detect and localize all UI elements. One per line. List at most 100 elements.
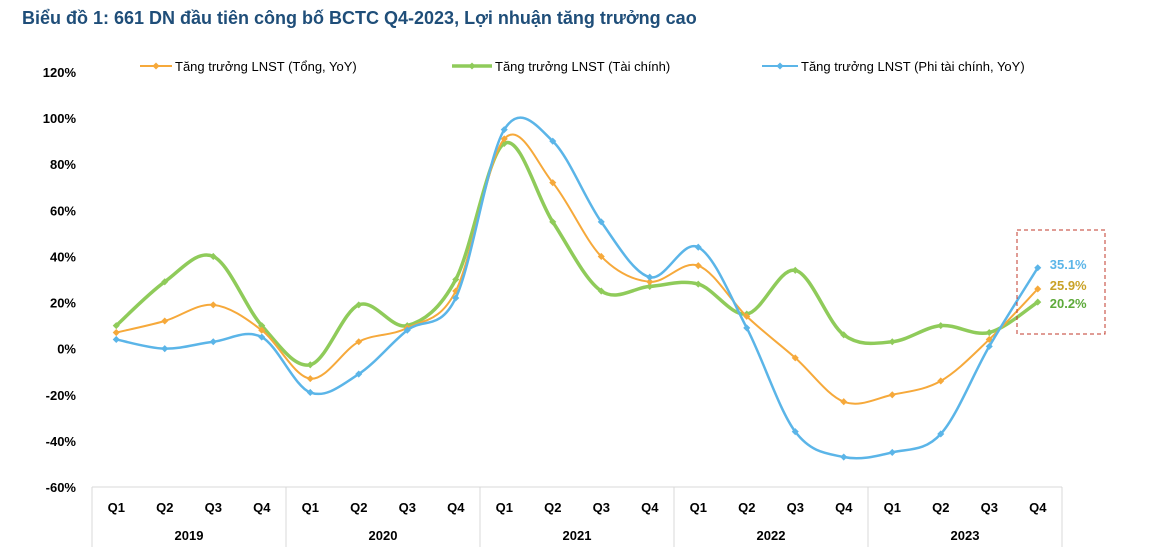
quarter-tick-label: Q4 (447, 500, 465, 515)
highlight-box (1016, 229, 1106, 335)
data-point-nonfinancial (258, 333, 266, 341)
data-point-financial (209, 252, 217, 260)
data-point-nonfinancial (791, 428, 799, 436)
y-tick-label: 60% (50, 203, 76, 218)
quarter-tick-label: Q1 (496, 500, 513, 515)
data-point-financial (161, 278, 169, 286)
year-tick-label: 2020 (369, 528, 398, 543)
legend-marker (468, 62, 476, 70)
series-line-total (116, 133, 1039, 405)
quarter-tick-label: Q3 (787, 500, 804, 515)
data-point-total (161, 317, 169, 325)
end-value-label-total: 25.9% (1050, 278, 1087, 293)
quarter-tick-label: Q4 (253, 500, 271, 515)
quarter-tick-label: Q1 (884, 500, 901, 515)
data-point-nonfinancial (985, 342, 993, 350)
data-point-total (743, 312, 751, 320)
series-line-financial (115, 140, 1039, 367)
data-point-nonfinancial (694, 243, 702, 251)
data-point-total (646, 278, 654, 286)
quarter-tick-label: Q4 (835, 500, 853, 515)
y-tick-label: 100% (43, 111, 77, 126)
data-point-financial (112, 322, 120, 330)
data-point-nonfinancial (743, 324, 751, 332)
series-layer (112, 116, 1042, 461)
legend-label: Tăng trưởng LNST (Phi tài chính, YoY) (801, 59, 1025, 74)
quarter-tick-label: Q3 (593, 500, 610, 515)
y-tick-label: 20% (50, 296, 76, 311)
data-point-nonfinancial (840, 453, 848, 461)
data-point-financial (694, 280, 702, 288)
legend-marker (152, 62, 160, 70)
data-point-total (888, 391, 896, 399)
year-tick-label: 2019 (175, 528, 204, 543)
data-point-financial (549, 218, 557, 226)
quarter-tick-label: Q2 (738, 500, 755, 515)
data-point-total (549, 179, 557, 187)
legend-marker (776, 62, 784, 70)
data-point-financial (888, 338, 896, 346)
quarter-tick-label: Q1 (690, 500, 707, 515)
quarter-tick-label: Q1 (108, 500, 125, 515)
data-point-nonfinancial (403, 326, 411, 334)
quarter-tick-label: Q3 (981, 500, 998, 515)
data-point-total (258, 326, 266, 334)
data-point-nonfinancial (549, 137, 557, 145)
series-line-nonfinancial (116, 116, 1039, 460)
y-tick-label: 40% (50, 249, 76, 264)
data-point-total (500, 135, 508, 143)
legend: Tăng trưởng LNST (Tổng, YoY) Tăng trưởng … (140, 59, 1025, 74)
data-point-nonfinancial (888, 448, 896, 456)
data-point-nonfinancial (161, 345, 169, 353)
data-point-financial (646, 282, 654, 290)
data-point-financial (258, 322, 266, 330)
end-value-label-financial: 20.2% (1050, 296, 1087, 311)
quarter-tick-label: Q2 (544, 500, 561, 515)
data-point-financial (597, 287, 605, 295)
y-tick-label: -20% (46, 388, 77, 403)
data-point-nonfinancial (937, 430, 945, 438)
data-point-financial (840, 331, 848, 339)
quarter-tick-label: Q2 (350, 500, 367, 515)
data-point-financial (791, 266, 799, 274)
y-tick-label: 120% (43, 65, 77, 80)
data-point-nonfinancial (306, 388, 314, 397)
y-tick-label: -60% (46, 480, 77, 495)
data-point-total (209, 301, 217, 309)
legend-label: Tăng trưởng LNST (Tổng, YoY) (175, 59, 357, 74)
data-point-total (355, 338, 363, 346)
axis-layer: -60% -40% -20% 0% 20% 40% 60% 80% 100% 120% Q1 Q2 Q3… (43, 65, 1063, 547)
data-point-total (112, 328, 120, 337)
data-point-nonfinancial (355, 370, 363, 378)
quarter-tick-label: Q1 (302, 500, 319, 515)
data-point-financial (355, 301, 363, 309)
data-point-nonfinancial (112, 335, 120, 343)
quarter-tick-label: Q3 (399, 500, 416, 515)
data-point-nonfinancial (209, 338, 217, 346)
data-point-total (597, 252, 605, 260)
quarter-tick-label: Q2 (156, 500, 173, 515)
y-tick-label: 80% (50, 157, 76, 172)
data-point-total (306, 375, 314, 383)
data-point-financial (452, 275, 460, 284)
quarter-tick-label: Q3 (205, 500, 222, 515)
quarter-tick-label: Q2 (932, 500, 949, 515)
year-tick-label: 2023 (951, 528, 980, 543)
y-tick-label: -40% (46, 434, 77, 449)
data-point-financial (306, 361, 314, 369)
data-point-total (694, 262, 702, 270)
data-point-total (840, 398, 848, 406)
data-point-financial (985, 328, 993, 337)
data-point-financial (937, 322, 945, 330)
annotation-layer: 35.1% 25.9% 20.2% (1016, 229, 1106, 335)
year-tick-label: 2022 (757, 528, 786, 543)
legend-label: Tăng trưởng LNST (Tài chính) (495, 59, 670, 74)
y-tick-label: 0% (57, 342, 76, 357)
data-point-total (791, 354, 799, 362)
chart-title: Biểu đồ 1: 661 DN đầu tiên công bố BCTC … (22, 8, 697, 28)
data-point-total (937, 377, 945, 385)
data-point-nonfinancial (597, 218, 605, 226)
end-value-label-nonfinancial: 35.1% (1050, 257, 1087, 272)
quarter-tick-label: Q4 (1029, 500, 1047, 515)
